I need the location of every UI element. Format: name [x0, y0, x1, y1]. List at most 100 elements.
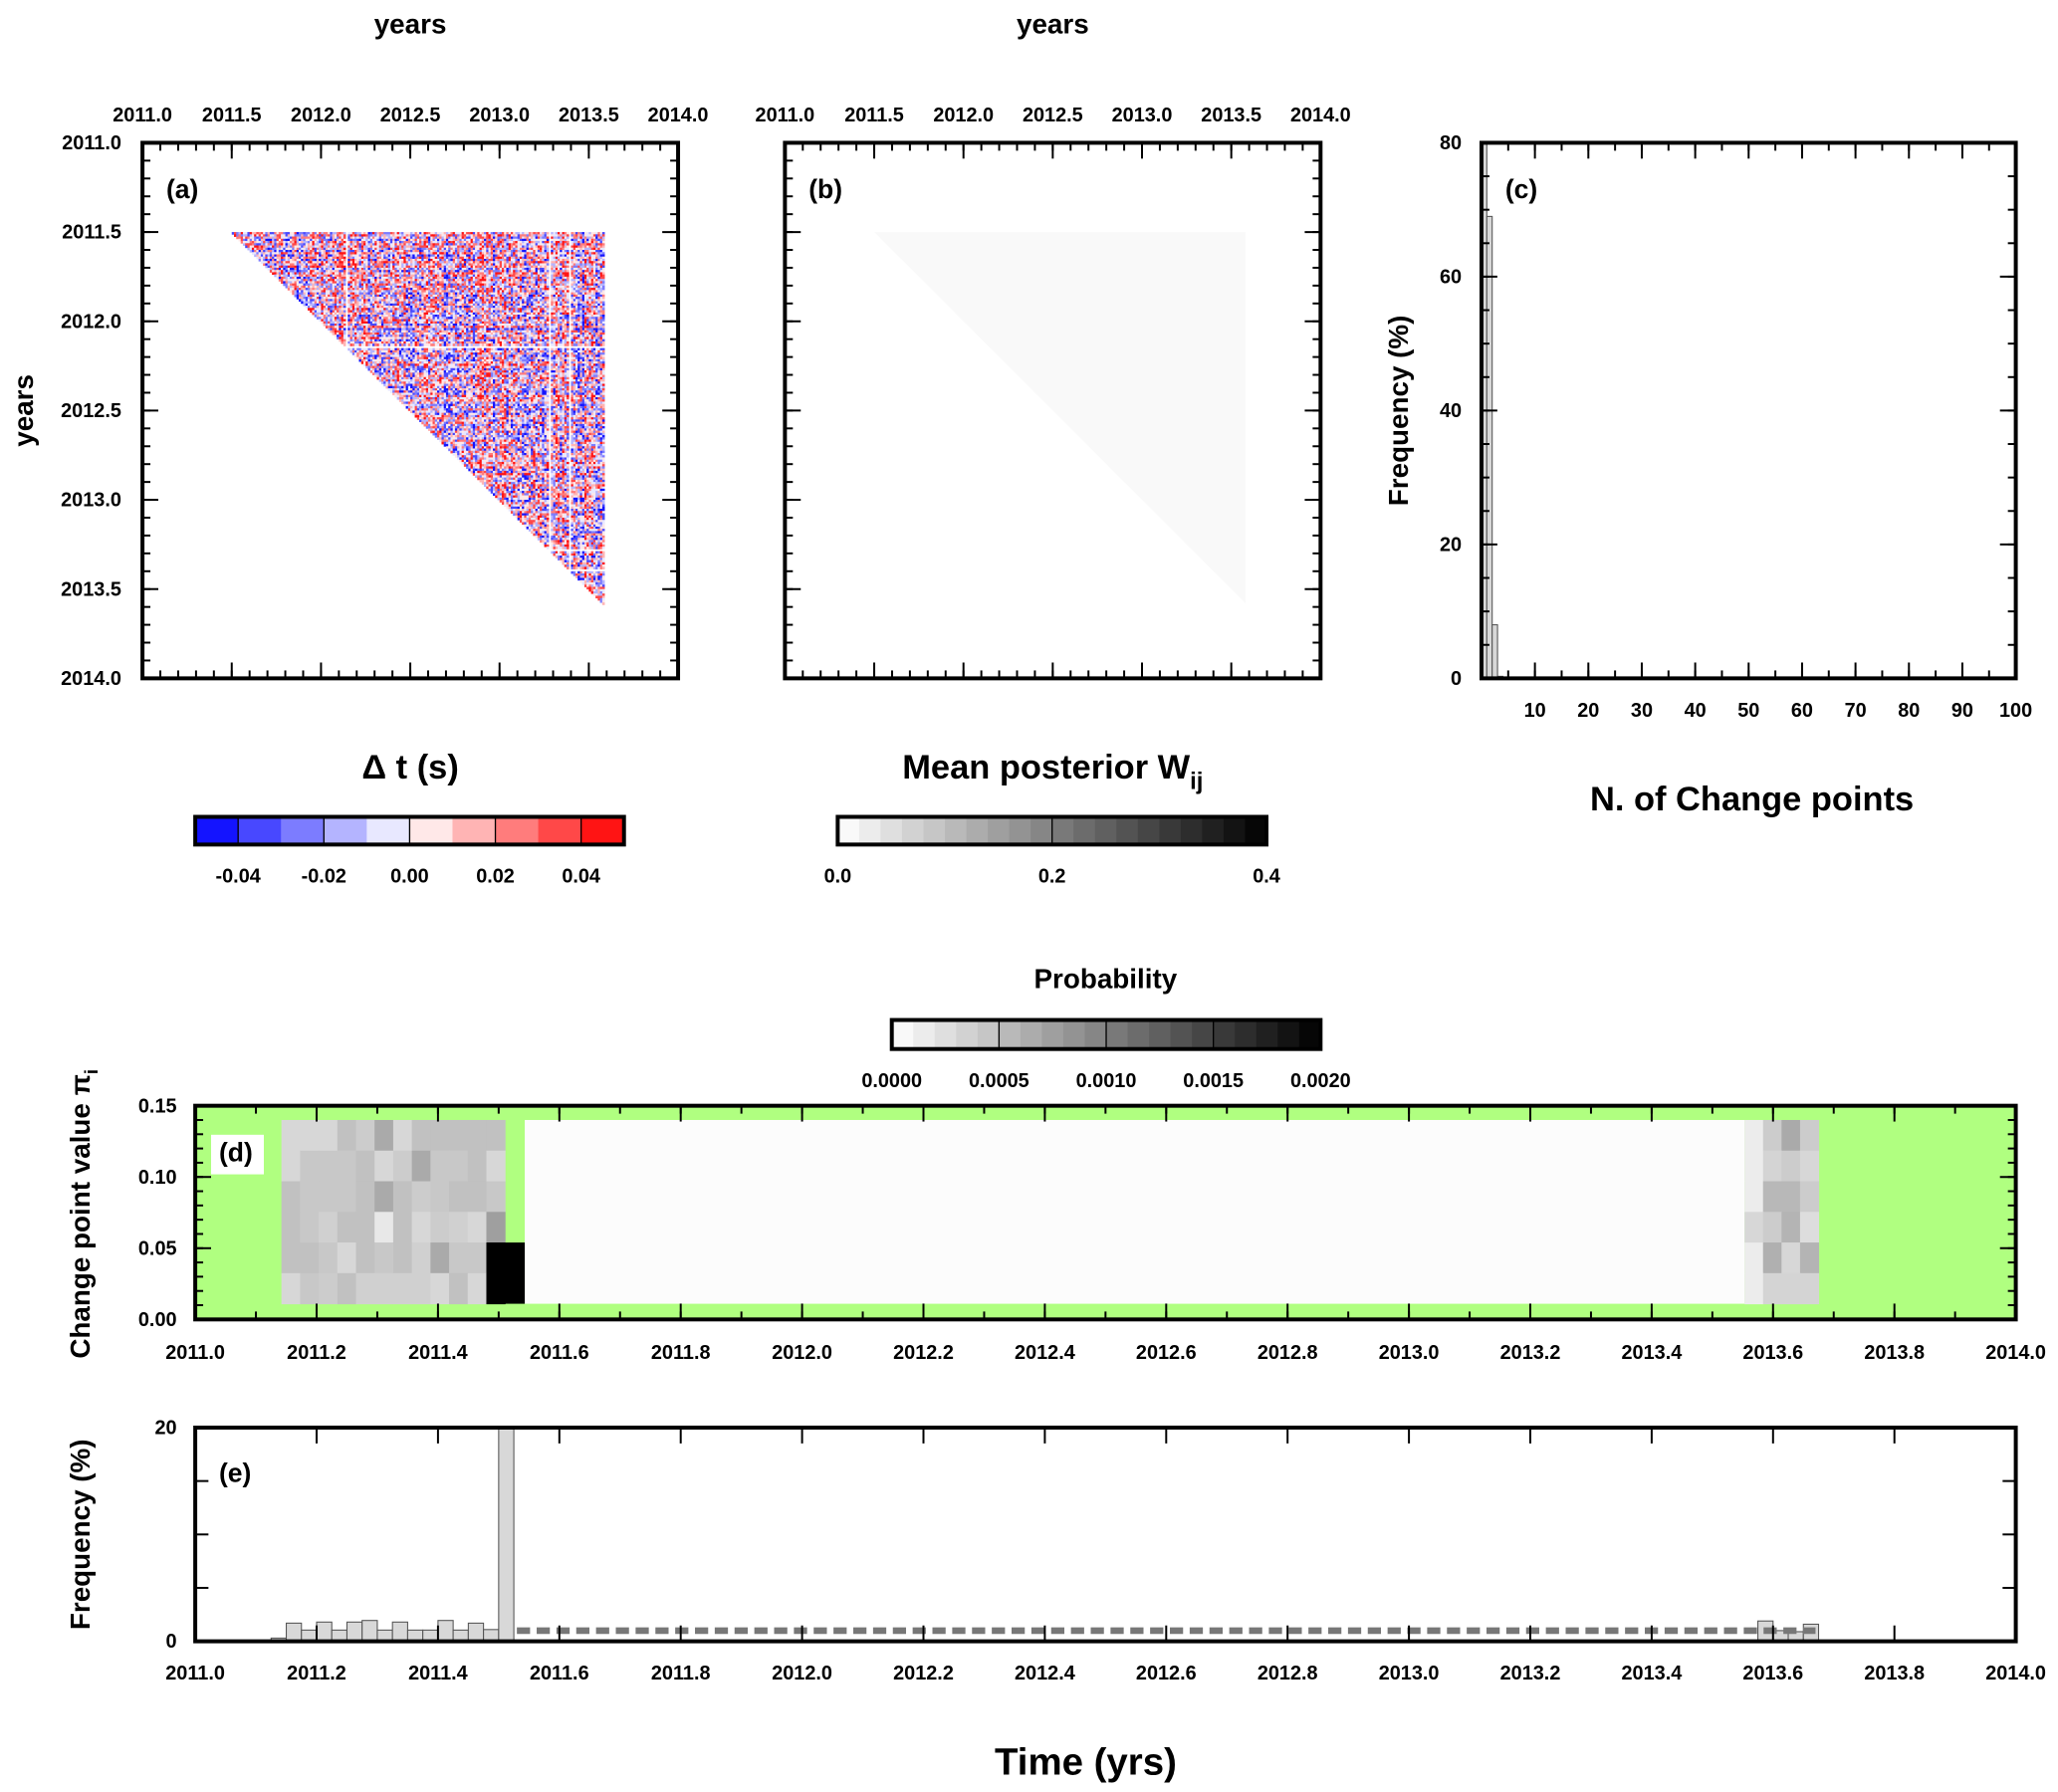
delta-t-cell — [504, 263, 507, 267]
delta-t-cell — [475, 265, 478, 269]
delta-t-cell — [421, 272, 424, 276]
delta-t-cell — [323, 238, 327, 242]
delta-t-cell — [599, 247, 603, 251]
delta-t-cell — [356, 261, 359, 264]
delta-t-cell — [566, 292, 570, 296]
delta-t-cell — [358, 254, 362, 258]
delta-t-cell — [339, 294, 342, 298]
delta-t-cell — [583, 299, 587, 302]
delta-t-cell — [339, 274, 342, 278]
delta-t-cell — [535, 290, 539, 294]
delta-t-cell — [354, 270, 357, 273]
delta-t-cell — [592, 263, 596, 267]
delta-t-cell — [310, 301, 313, 305]
delta-t-cell — [405, 306, 409, 309]
delta-t-cell — [519, 245, 523, 249]
delta-t-cell — [423, 263, 427, 267]
delta-t-cell — [540, 276, 543, 280]
delta-t-cell — [330, 306, 334, 309]
delta-t-cell — [341, 301, 344, 305]
delta-t-cell — [537, 258, 541, 262]
delta-t-cell — [396, 272, 400, 276]
delta-t-cell — [236, 232, 239, 235]
delta-t-cell — [383, 276, 386, 280]
delta-t-cell — [412, 281, 415, 285]
delta-t-cell — [493, 276, 496, 280]
delta-t-cell — [303, 258, 307, 262]
delta-t-cell — [343, 285, 346, 289]
delta-t-cell — [351, 267, 355, 271]
delta-t-cell — [305, 292, 309, 296]
delta-t-cell — [423, 236, 427, 240]
delta-t-cell — [481, 254, 485, 258]
delta-t-cell — [310, 303, 313, 307]
delta-t-cell — [592, 281, 596, 285]
delta-t-cell — [553, 250, 557, 253]
delta-t-cell — [461, 272, 465, 276]
delta-t-cell — [531, 279, 534, 282]
delta-t-cell — [475, 288, 478, 291]
delta-t-cell — [332, 254, 336, 258]
delta-t-cell — [513, 281, 516, 285]
delta-t-cell — [459, 290, 463, 294]
delta-t-cell — [339, 283, 342, 287]
delta-t-cell — [558, 261, 561, 264]
delta-t-cell — [369, 236, 373, 240]
delta-t-cell — [583, 294, 587, 298]
delta-t-cell — [562, 303, 566, 307]
delta-t-cell — [519, 279, 523, 282]
delta-t-cell — [481, 297, 485, 300]
delta-t-cell — [441, 279, 445, 282]
delta-t-cell — [542, 243, 545, 246]
delta-t-cell — [419, 254, 422, 258]
delta-t-cell — [385, 276, 389, 280]
delta-t-cell — [323, 301, 327, 305]
delta-t-cell — [347, 250, 350, 253]
delta-t-cell — [305, 256, 309, 260]
delta-t-cell — [601, 281, 605, 285]
delta-t-cell — [504, 238, 507, 242]
delta-t-cell — [260, 238, 264, 242]
delta-t-cell — [463, 272, 467, 276]
delta-t-cell — [495, 270, 498, 273]
delta-t-cell — [407, 288, 411, 291]
delta-t-cell — [292, 238, 295, 242]
delta-t-cell — [508, 290, 512, 294]
delta-t-cell — [414, 238, 418, 242]
delta-t-cell — [597, 267, 600, 271]
delta-t-cell — [515, 241, 519, 244]
delta-t-cell — [553, 245, 557, 249]
delta-t-cell — [292, 263, 295, 267]
delta-t-cell — [349, 292, 353, 296]
delta-t-cell — [287, 274, 291, 278]
delta-t-cell — [590, 256, 594, 260]
delta-t-cell — [316, 303, 320, 307]
delta-t-cell — [528, 245, 532, 249]
delta-t-cell — [588, 303, 592, 307]
delta-t-cell — [378, 252, 382, 255]
delta-t-cell — [294, 279, 298, 282]
delta-t-cell — [376, 288, 380, 291]
delta-t-cell — [374, 276, 377, 280]
delta-t-cell — [419, 285, 422, 289]
delta-t-cell — [571, 265, 574, 269]
delta-t-cell — [265, 243, 269, 246]
delta-t-cell — [369, 279, 373, 282]
delta-t-cell — [421, 294, 424, 298]
delta-t-cell — [524, 306, 528, 309]
delta-t-cell — [495, 272, 498, 276]
delta-t-cell — [434, 258, 438, 262]
delta-t-cell — [490, 254, 494, 258]
delta-t-cell — [325, 245, 329, 249]
delta-t-cell — [497, 290, 501, 294]
delta-t-cell — [581, 274, 585, 278]
delta-t-cell — [519, 243, 523, 246]
delta-t-cell — [450, 247, 454, 251]
delta-t-cell — [586, 265, 589, 269]
delta-t-cell — [540, 234, 543, 237]
delta-t-cell — [579, 290, 583, 294]
delta-t-cell — [588, 238, 592, 242]
delta-t-cell — [378, 283, 382, 287]
delta-t-cell — [430, 301, 433, 305]
delta-t-cell — [412, 247, 415, 251]
